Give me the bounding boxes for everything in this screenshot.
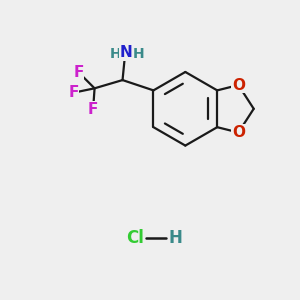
Text: H: H: [110, 47, 121, 61]
Text: H: H: [133, 47, 145, 61]
Text: O: O: [232, 125, 245, 140]
Text: H: H: [169, 229, 183, 247]
Text: O: O: [232, 78, 245, 93]
Text: F: F: [73, 64, 84, 80]
Text: N: N: [120, 45, 133, 60]
Text: F: F: [68, 85, 79, 100]
Text: Cl: Cl: [126, 229, 144, 247]
Text: F: F: [88, 102, 98, 117]
